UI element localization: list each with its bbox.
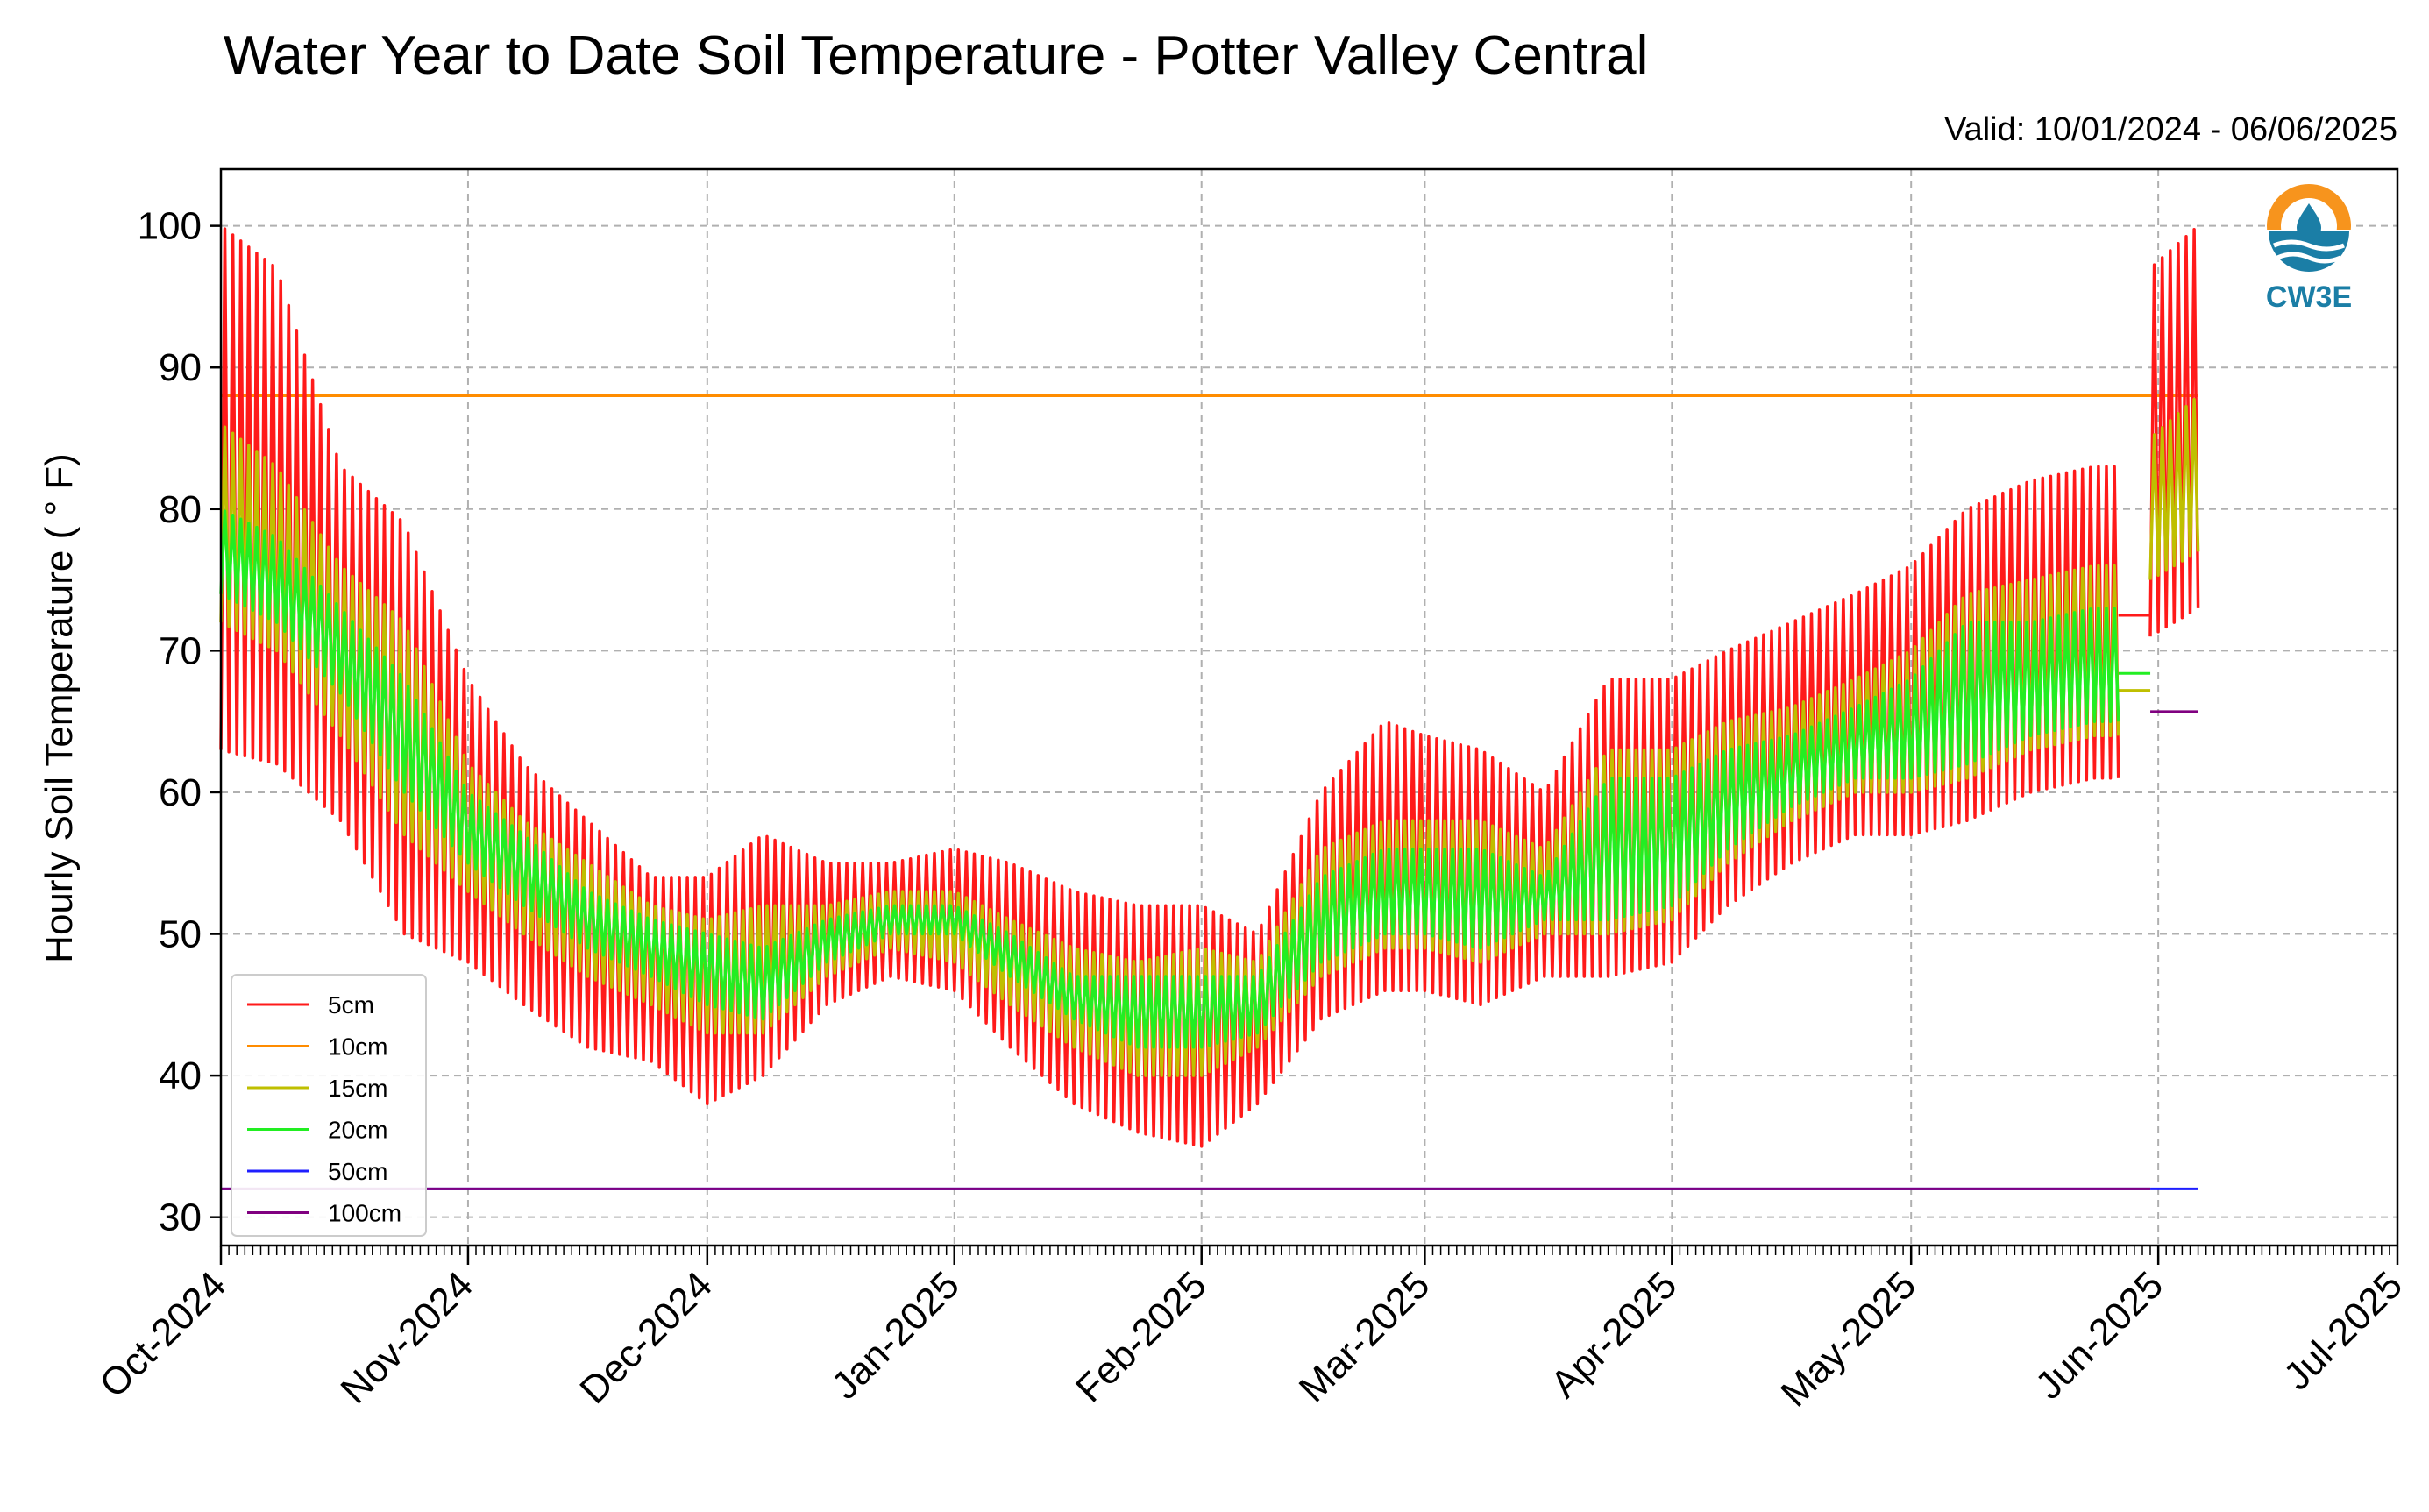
series-line-15cm — [2148, 397, 2200, 580]
y-tick-label: 90 — [159, 346, 202, 389]
chart-subtitle: Valid: 10/01/2024 - 06/06/2025 — [1944, 111, 2397, 148]
x-tick-label: Feb-2025 — [1068, 1263, 1215, 1410]
legend-label: 5cm — [328, 991, 374, 1019]
series-line-5cm — [219, 227, 2120, 1148]
x-tick-label: Jul-2025 — [2276, 1263, 2411, 1398]
logo-text: CW3E — [2266, 280, 2352, 314]
x-tick-label: Jun-2025 — [2028, 1263, 2171, 1407]
y-tick-label: 30 — [159, 1196, 202, 1239]
cw3e-logo: CW3E — [2263, 184, 2354, 314]
y-tick-label: 60 — [159, 771, 202, 814]
series-line-5cm — [2148, 227, 2200, 637]
x-tick-label: Jan-2025 — [823, 1263, 967, 1407]
x-tick-label: Oct-2024 — [91, 1263, 234, 1406]
legend-label: 15cm — [328, 1075, 387, 1102]
grid-lines — [220, 169, 2398, 1246]
axes: 30 40 50 60 70 80 90 100 Oct-2024 Nov-2024 Dec-202… — [91, 205, 2411, 1416]
x-tick-label: Nov-2024 — [332, 1263, 481, 1412]
legend-label: 100cm — [328, 1200, 401, 1227]
y-tick-label: 50 — [159, 913, 202, 956]
y-tick-label: 40 — [159, 1054, 202, 1097]
legend-label: 10cm — [328, 1033, 387, 1061]
y-tick-label: 100 — [138, 205, 202, 248]
y-tick-label: 80 — [159, 488, 202, 531]
legend-label: 50cm — [328, 1158, 387, 1185]
x-tick-label: May-2025 — [1772, 1263, 1924, 1415]
x-tick-label: Apr-2025 — [1543, 1263, 1686, 1406]
y-tick-label: 70 — [159, 629, 202, 672]
x-minor-ticks — [220, 1246, 2398, 1255]
plot-frame — [219, 167, 2399, 1247]
x-tick-label: Dec-2024 — [572, 1263, 721, 1412]
series-line-20cm — [219, 509, 2120, 1049]
y-axis-label: Hourly Soil Temperature ( ° F) — [38, 453, 81, 963]
water-drop-icon — [2297, 203, 2321, 240]
legend: 5cm 10cm 15cm 20cm 50cm 100cm — [231, 974, 427, 1237]
legend-label: 20cm — [328, 1117, 387, 1144]
plot-series — [219, 227, 2200, 1190]
x-tick-label: Mar-2025 — [1291, 1263, 1438, 1410]
chart-title: Water Year to Date Soil Temperature - Po… — [224, 25, 1648, 86]
